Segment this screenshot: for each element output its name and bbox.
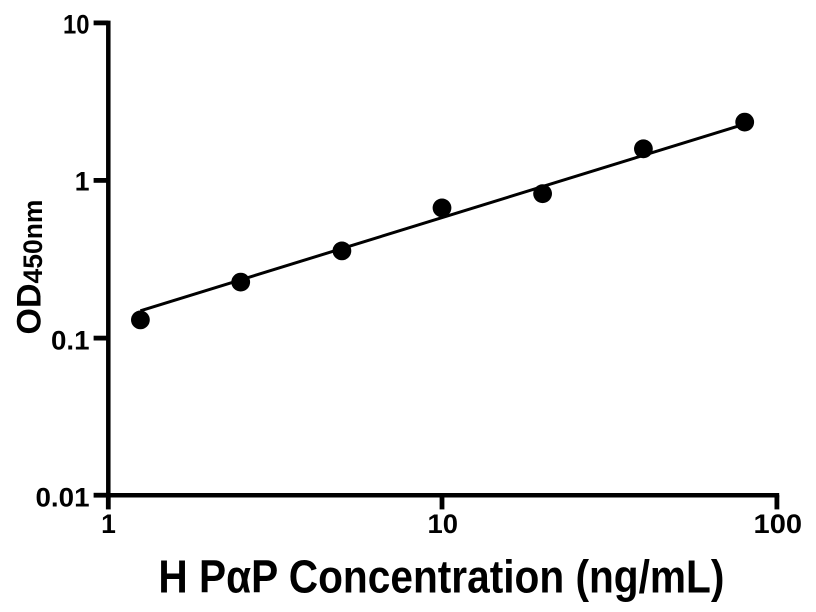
svg-text:10: 10 [428,509,459,539]
svg-text:10: 10 [63,9,90,39]
svg-text:100: 100 [754,509,803,539]
svg-text:0.1: 0.1 [51,325,90,355]
svg-text:H PαP Concentration (ng/mL): H PαP Concentration (ng/mL) [158,550,724,602]
svg-text:0.01: 0.01 [36,483,90,513]
svg-text:1: 1 [75,167,90,197]
svg-text:1: 1 [101,509,116,539]
